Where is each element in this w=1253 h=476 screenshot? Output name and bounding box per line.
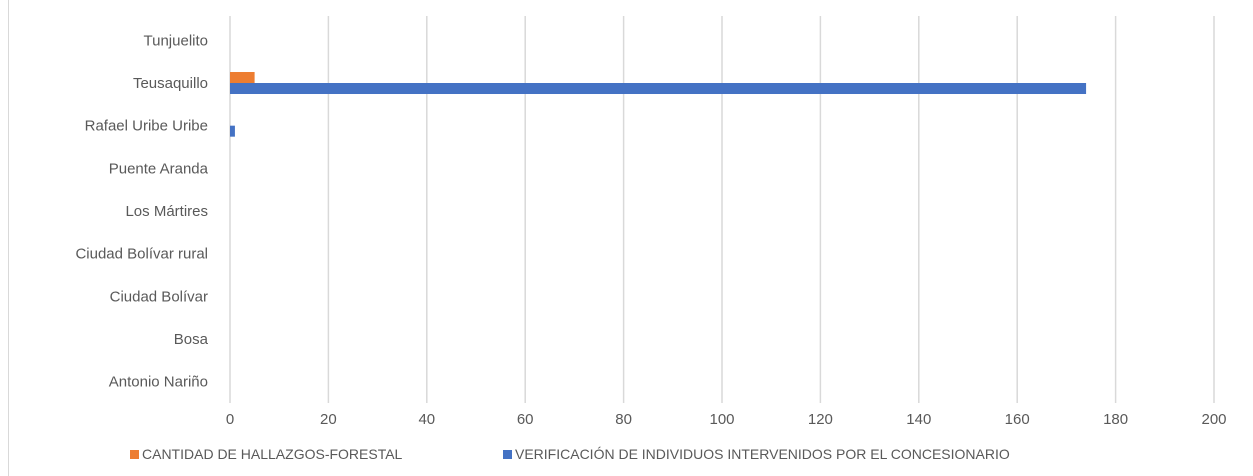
category-label: Antonio Nariño	[109, 374, 208, 391]
x-tick-label: 0	[226, 411, 234, 428]
x-tick-label: 140	[906, 411, 931, 428]
x-tick-labels: 0 20 40 60 80 100 120 140 160 180 200	[226, 411, 1227, 428]
x-tick-label: 100	[709, 411, 734, 428]
bars	[230, 72, 1087, 137]
category-label: Ciudad Bolívar rural	[75, 246, 208, 263]
bar	[230, 83, 1087, 95]
x-tick-label: 180	[1103, 411, 1128, 428]
category-label: Teusaquillo	[133, 75, 208, 92]
x-tick-label: 200	[1201, 411, 1226, 428]
x-tick-label: 80	[615, 411, 632, 428]
category-label: Los Mártires	[125, 203, 208, 220]
chart-frame-edge	[8, 0, 9, 476]
x-tick-label: 20	[320, 411, 337, 428]
x-tick-label: 60	[517, 411, 534, 428]
legend: CANTIDAD DE HALLAZGOS-FORESTAL VERIFICACI…	[130, 446, 1010, 462]
legend-label: VERIFICACIÓN DE INDIVIDUOS INTERVENIDOS …	[515, 446, 1010, 462]
bar	[230, 125, 235, 137]
category-label: Tunjuelito	[144, 32, 208, 49]
x-tick-label: 40	[418, 411, 435, 428]
category-label: Puente Aranda	[109, 160, 209, 177]
bar	[230, 72, 255, 84]
legend-swatch	[130, 450, 139, 459]
category-labels: Antonio Nariño Bosa Ciudad Bolívar Ciudad B…	[75, 32, 208, 390]
category-label: Ciudad Bolívar	[110, 288, 208, 305]
legend-swatch	[503, 450, 512, 459]
x-tick-label: 160	[1005, 411, 1030, 428]
category-label: Rafael Uribe Uribe	[85, 118, 208, 135]
category-label: Bosa	[174, 331, 209, 348]
gridlines	[229, 16, 1215, 404]
x-tick-label: 120	[808, 411, 833, 428]
legend-label: CANTIDAD DE HALLAZGOS-FORESTAL	[142, 446, 403, 462]
